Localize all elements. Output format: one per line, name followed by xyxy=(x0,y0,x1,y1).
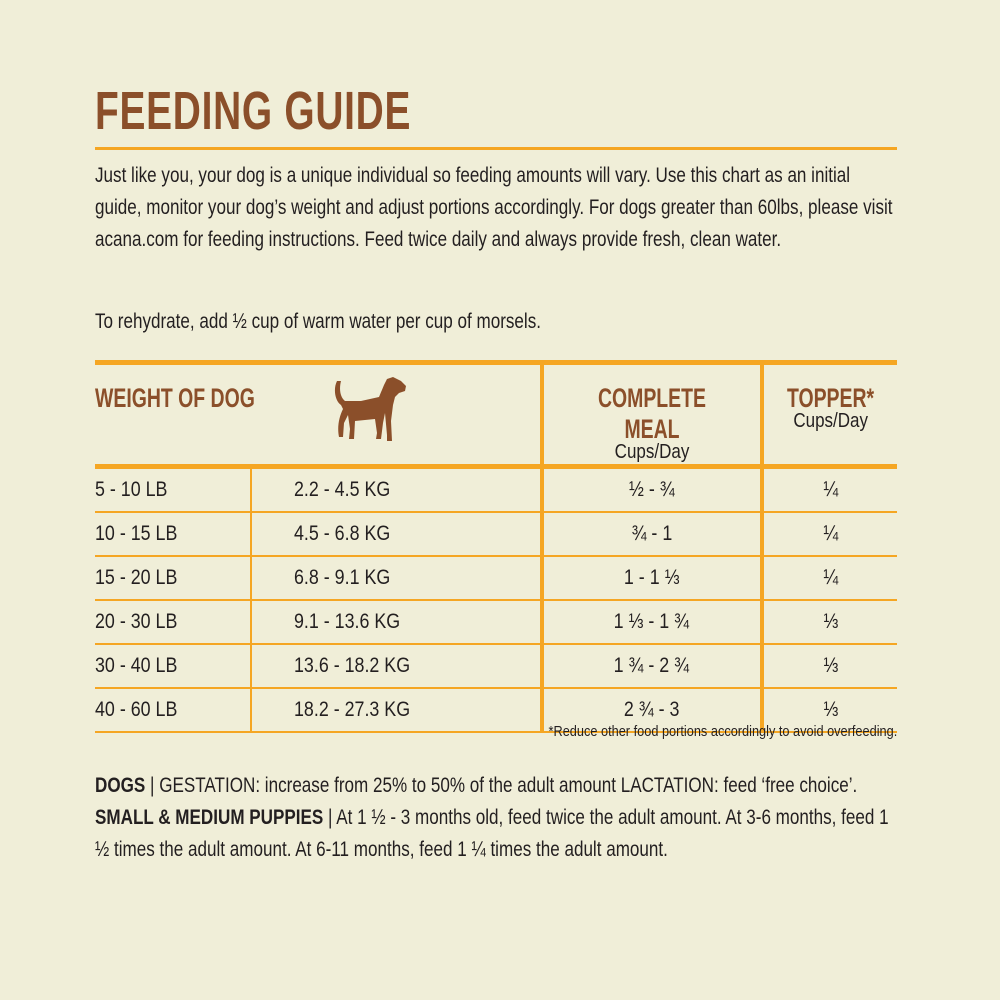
cell-lb: 5 - 10 LB xyxy=(95,466,252,513)
footnote: *Reduce other food portions accordingly … xyxy=(548,723,897,740)
cell-meal: ½ - ¾ xyxy=(539,466,762,513)
cell-kg: 18.2 - 27.3 KG xyxy=(250,688,542,733)
page-title: FEEDING GUIDE xyxy=(95,81,412,141)
cell-lb: 40 - 60 LB xyxy=(95,688,252,733)
cell-topper: ¼ xyxy=(759,556,897,601)
cell-lb: 30 - 40 LB xyxy=(95,644,252,689)
cell-lb: 20 - 30 LB xyxy=(95,600,252,645)
cell-kg: 13.6 - 18.2 KG xyxy=(250,644,542,689)
cell-kg: 4.5 - 6.8 KG xyxy=(250,512,542,557)
cell-kg: 2.2 - 4.5 KG xyxy=(250,466,542,513)
rehydrate-text: To rehydrate, add ½ cup of warm water pe… xyxy=(95,310,542,333)
header-complete-meal: COMPLETE MEAL Cups/Day xyxy=(539,360,762,469)
cell-topper: ⅓ xyxy=(759,688,897,733)
cell-lb: 15 - 20 LB xyxy=(95,556,252,601)
title-divider xyxy=(95,147,897,150)
dog-silhouette-icon xyxy=(334,377,406,441)
cell-kg: 6.8 - 9.1 KG xyxy=(250,556,542,601)
cell-kg: 9.1 - 13.6 KG xyxy=(250,600,542,645)
cell-meal: 1 ¾ - 2 ¾ xyxy=(539,644,762,689)
cell-meal: ¾ - 1 xyxy=(539,512,762,557)
puppies-label: SMALL & MEDIUM PUPPIES xyxy=(95,806,324,829)
feeding-table: WEIGHT OF DOG COMPLETE MEAL Cups/Day TOP… xyxy=(95,360,897,733)
header-weight: WEIGHT OF DOG xyxy=(95,360,542,469)
cell-meal: 1 - 1 ⅓ xyxy=(539,556,762,601)
notes-text: DOGS | GESTATION: increase from 25% to 5… xyxy=(95,774,889,861)
cell-topper: ⅓ xyxy=(759,600,897,645)
cell-meal: 2 ¾ - 3 xyxy=(539,688,762,733)
cell-meal: 1 ⅓ - 1 ¾ xyxy=(539,600,762,645)
cell-topper: ¼ xyxy=(759,512,897,557)
cell-lb: 10 - 15 LB xyxy=(95,512,252,557)
intro-text: Just like you, your dog is a unique indi… xyxy=(95,164,893,251)
dogs-label: DOGS xyxy=(95,774,146,797)
header-topper: TOPPER* Cups/Day xyxy=(759,360,897,469)
cell-topper: ¼ xyxy=(759,466,897,513)
cell-topper: ⅓ xyxy=(759,644,897,689)
